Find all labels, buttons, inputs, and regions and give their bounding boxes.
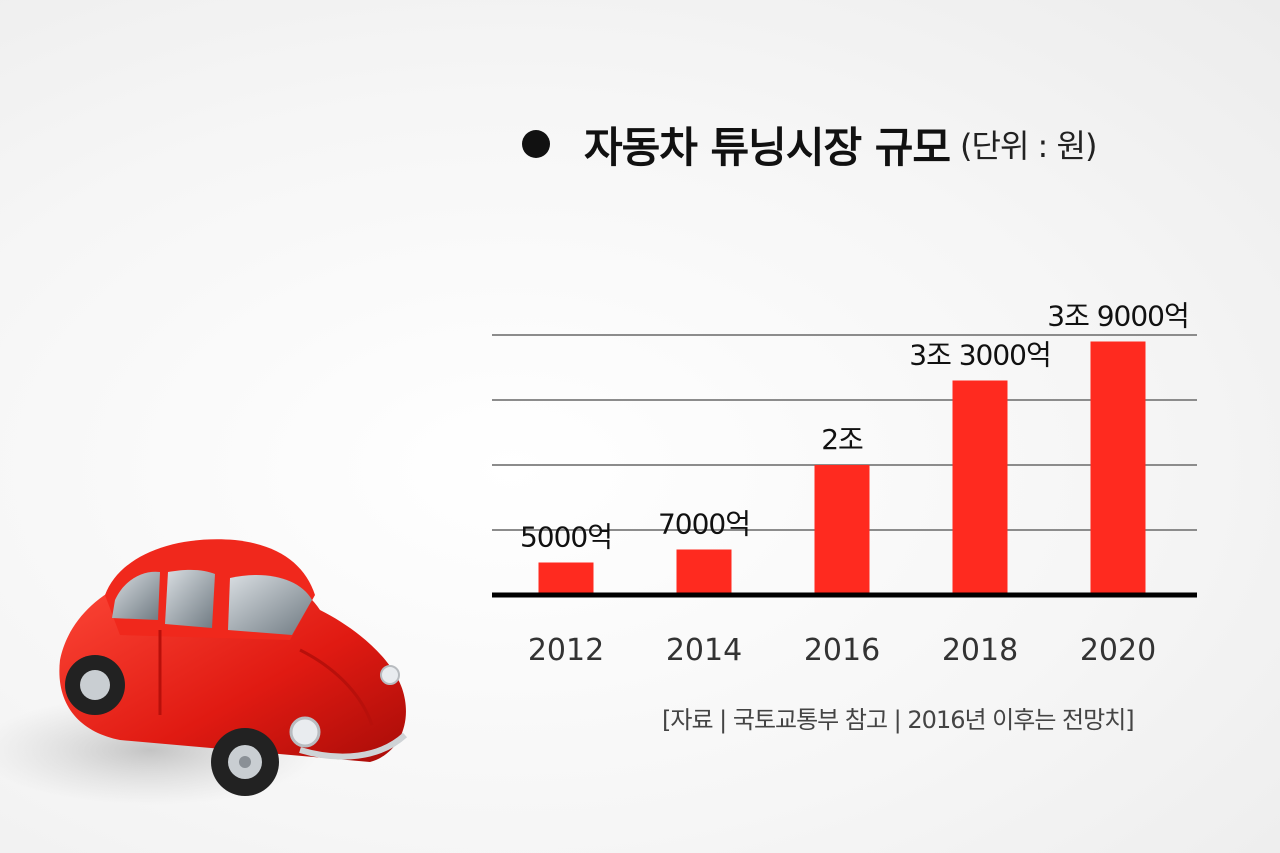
chart-unit-label: (단위 : 원) [960, 127, 1097, 165]
bar-2014 [676, 549, 732, 595]
bars [538, 341, 1146, 595]
bar-2012 [538, 562, 594, 595]
data-label-2018: 3조 3000억 [909, 339, 1051, 372]
x-tick-label-2018: 2018 [942, 633, 1018, 668]
x-axis-labels: 2012 2014 2016 2018 2020 [528, 633, 1156, 668]
data-label-2016: 2조 [821, 423, 863, 456]
bar-2018 [952, 380, 1008, 595]
x-tick-label-2020: 2020 [1080, 633, 1156, 668]
bar-2020 [1090, 341, 1146, 595]
source-note: [자료 | 국토교통부 참고 | 2016년 이후는 전망치] [662, 706, 1135, 734]
data-label-2014: 7000억 [658, 508, 750, 541]
data-label-2020: 3조 9000억 [1047, 300, 1189, 333]
title-bullet-icon [522, 130, 550, 158]
red-toy-car-icon [0, 539, 408, 805]
value-labels: 5000억 7000억 2조 3조 3000억 3조 9000억 [520, 300, 1190, 554]
bar-2016 [814, 465, 870, 595]
data-label-2012: 5000억 [520, 521, 612, 554]
chart-title: 자동차 튜닝시장 규모 [584, 122, 951, 172]
x-tick-label-2012: 2012 [528, 633, 604, 668]
x-tick-label-2016: 2016 [804, 633, 880, 668]
chart-title-row: 자동차 튜닝시장 규모 (단위 : 원) [522, 112, 1097, 176]
x-tick-label-2014: 2014 [666, 633, 742, 668]
gridlines [492, 334, 1197, 531]
